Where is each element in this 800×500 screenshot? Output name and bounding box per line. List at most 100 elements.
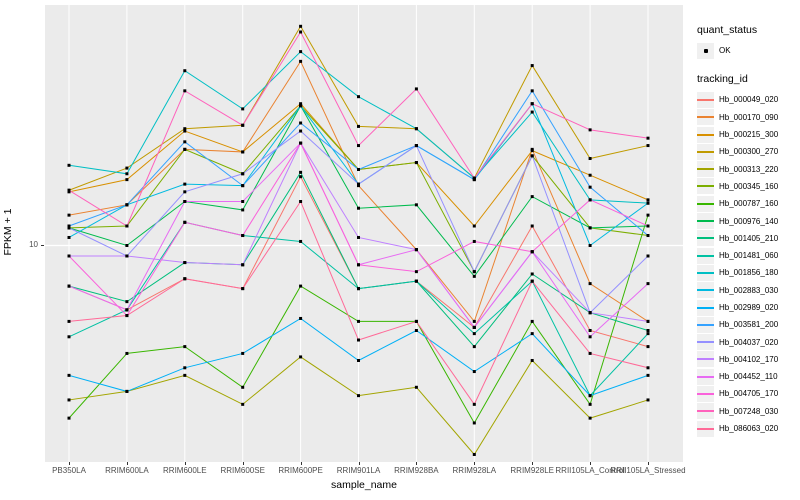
point-Hb_004705_170-RRIM901LA	[357, 263, 360, 267]
point-Hb_086063_020-RRIM600LE	[183, 277, 187, 281]
point-Hb_007248_030-RRIM928LE	[530, 102, 534, 106]
point-Hb_002989_020-RRIM600SE	[241, 351, 245, 355]
point-Hb_004102_170-RRIM600LE	[183, 261, 187, 265]
point-Hb_000215_300-RRIM928LA	[472, 224, 476, 228]
point-Hb_000787_160-RRIM600LE	[183, 345, 187, 349]
point-Hb_004705_170-RRIM600LE	[183, 220, 187, 224]
line-swatch-icon	[697, 161, 714, 178]
point-Hb_004705_170-RRIM928BA	[414, 270, 418, 274]
line-swatch-icon	[697, 282, 714, 299]
legend-item-Hb_004102_170: Hb_004102_170	[697, 351, 797, 368]
point-Hb_086063_020-RRIM600LA	[125, 314, 129, 318]
line-swatch-icon	[697, 351, 714, 368]
x-tick-mark-RRIM600LA	[126, 462, 128, 465]
point-Hb_001856_180-RRIM600PE	[299, 50, 303, 54]
legend-item-Hb_001405_210: Hb_001405_210	[697, 230, 797, 247]
point-Hb_000976_140-RRIM928LE	[530, 195, 534, 199]
point-Hb_001481_060-RRIM928LA	[472, 332, 476, 336]
x-tick-mark-RRIM600PE	[300, 462, 302, 465]
line-swatch-icon	[697, 91, 714, 108]
legend-item-label: Hb_004102_170	[719, 354, 779, 364]
point-Hb_002989_020-RRIM600LA	[125, 389, 129, 393]
legend-item-label: Hb_000976_140	[719, 216, 779, 226]
point-Hb_004102_170-RRII105LA_Control	[588, 311, 592, 315]
legend-item-label: Hb_004705_170	[719, 389, 779, 399]
line-swatch-icon	[697, 316, 714, 333]
legend-item-label: Hb_000215_300	[719, 130, 779, 140]
x-tick-mark-RRIM600SE	[242, 462, 244, 465]
line-swatch-icon	[697, 126, 714, 143]
point-Hb_001481_060-RRII105LA_Stressed	[646, 332, 650, 336]
point-Hb_004037_020-PB350LA	[67, 226, 71, 230]
point-Hb_002989_020-RRIM928LE	[530, 332, 534, 336]
point-Hb_007248_030-RRIM928BA	[414, 87, 418, 91]
point-Hb_000215_300-RRIM600LE	[183, 129, 187, 133]
point-Hb_000049_020-RRIM928LE	[530, 224, 534, 228]
point-Hb_007248_030-RRII105LA_Stressed	[646, 136, 650, 140]
point-Hb_002883_030-RRII105LA_Stressed	[646, 201, 650, 205]
point-Hb_000215_300-RRIM600PE	[299, 102, 303, 106]
point-Hb_000300_270-RRIM600LE	[183, 127, 187, 131]
point-Hb_000170_090-RRIM901LA	[357, 184, 360, 188]
point-Hb_086063_020-RRIM901LA	[357, 338, 360, 342]
point-Hb_000313_220-RRIM600PE	[299, 355, 303, 359]
point-Hb_001856_180-RRIM600SE	[241, 107, 245, 111]
point-Hb_000313_220-RRIM928LE	[530, 358, 534, 362]
point-Hb_000313_220-RRIM928LA	[472, 452, 476, 456]
x-tick-mark-RRIM928LA	[474, 462, 476, 465]
point-Hb_003581_200-RRII105LA_Stressed	[646, 234, 650, 238]
legend: quant_status OK tracking_id Hb_000049_02…	[697, 24, 797, 451]
point-Hb_002989_020-RRII105LA_Stressed	[646, 373, 650, 377]
point-Hb_007248_030-RRIM928LA	[472, 176, 476, 180]
point-Hb_003581_200-PB350LA	[67, 224, 71, 228]
point-Hb_000787_160-RRIM600PE	[299, 284, 303, 288]
point-Hb_000976_140-RRIM600LA	[125, 244, 129, 247]
x-tick-label-RRIM928BA: RRIM928BA	[394, 466, 439, 475]
point-Hb_007248_030-RRIM901LA	[357, 144, 360, 148]
legend-item-label: Hb_004452_110	[719, 372, 778, 382]
x-tick-label-RRIM600LA: RRIM600LA	[105, 466, 149, 475]
line-swatch-icon	[697, 247, 714, 264]
legend-item-Hb_000049_020: Hb_000049_020	[697, 91, 797, 108]
point-Hb_004037_020-RRIM928LA	[472, 270, 476, 274]
point-Hb_001405_210-RRIM600LA	[125, 300, 129, 304]
point-Hb_086063_020-RRII105LA_Control	[588, 351, 592, 355]
legend-item-label: Hb_000313_220	[719, 164, 779, 174]
point-Hb_000215_300-PB350LA	[67, 190, 71, 194]
point-Hb_003581_200-RRII105LA_Control	[588, 185, 592, 189]
y-tick-mark	[41, 245, 44, 246]
point-Hb_007248_030-RRIM600PE	[299, 30, 303, 34]
point-Hb_000345_160-RRIM600LE	[183, 147, 187, 151]
legend-title-quant-status: quant_status	[697, 24, 758, 36]
point-Hb_000787_160-RRII105LA_Stressed	[646, 213, 650, 217]
point-Hb_000300_270-RRIM901LA	[357, 124, 360, 128]
legend-item-label: Hb_003581_200	[719, 320, 779, 330]
point-Hb_004452_110-RRIM600LE	[183, 199, 187, 203]
point-Hb_000300_270-RRIM600LA	[125, 166, 129, 170]
legend-item-Hb_001481_060: Hb_001481_060	[697, 247, 797, 264]
line-swatch-icon	[697, 178, 714, 195]
point-Hb_000313_220-RRIM600SE	[241, 402, 245, 406]
line-swatch-icon	[697, 109, 714, 126]
legend-item-label: Hb_086063_020	[719, 424, 779, 434]
point-Hb_004102_170-RRIM901LA	[357, 235, 360, 239]
point-Hb_004037_020-RRIM600LE	[183, 190, 187, 194]
point-Hb_004705_170-RRII105LA_Stressed	[646, 224, 650, 228]
point-Hb_001481_060-RRIM600PE	[299, 239, 303, 243]
point-Hb_000170_090-RRIM928LA	[472, 319, 476, 323]
x-tick-label-RRII105LA_Stressed: RRII105LA_Stressed	[610, 466, 686, 475]
x-tick-label-RRIM600PE: RRIM600PE	[278, 466, 323, 475]
point-Hb_000049_020-RRII105LA_Stressed	[646, 345, 650, 349]
point-Hb_002989_020-RRIM928BA	[414, 328, 418, 332]
point-Hb_007248_030-RRIM600LA	[125, 224, 129, 228]
point-Hb_001481_060-RRIM901LA	[357, 287, 360, 291]
point-Hb_000215_300-RRIM600SE	[241, 150, 245, 154]
point-Hb_086063_020-RRIM928LA	[472, 402, 476, 406]
legend-item-label: Hb_002883_030	[719, 285, 779, 295]
point-Hb_002989_020-PB350LA	[67, 373, 71, 377]
legend-item-Hb_002989_020: Hb_002989_020	[697, 299, 797, 316]
point-Hb_000300_270-RRIM928LE	[530, 64, 534, 68]
x-tick-mark-RRIM928BA	[416, 462, 418, 465]
point-Hb_004452_110-RRIM928BA	[414, 248, 418, 252]
point-Hb_000313_220-RRIM928BA	[414, 385, 418, 389]
